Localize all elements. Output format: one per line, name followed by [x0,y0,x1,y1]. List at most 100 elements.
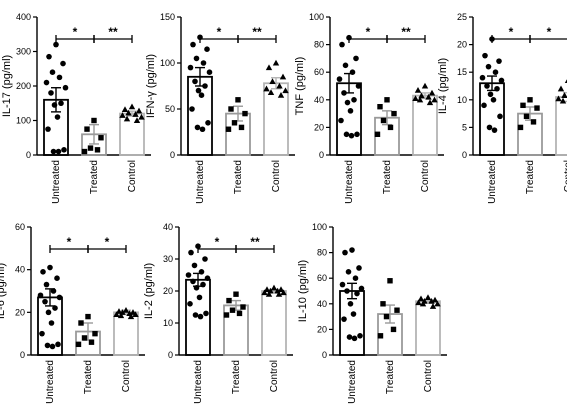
data-point [200,60,207,66]
data-point [94,147,101,153]
data-point [191,262,198,269]
data-point [387,124,394,131]
data-point [421,82,429,89]
data-point [189,106,195,112]
data-point [267,89,275,95]
data-point [391,110,397,117]
data-point [497,113,503,120]
data-point [53,41,59,48]
data-point [428,298,435,304]
data-point [527,97,533,103]
data-point [555,95,562,102]
data-point [269,78,276,84]
data-point [343,131,350,138]
data-point [51,102,58,108]
data-point [132,111,139,117]
data-point [185,272,192,278]
data-point [128,103,136,110]
data-point [380,301,386,307]
y-tick-label: 40 [15,265,25,275]
data-point [279,73,287,80]
data-point [199,126,206,133]
y-tick-label: 10 [163,318,173,328]
data-point [135,107,143,114]
data-point [355,83,362,89]
data-point [56,294,63,301]
data-point [81,335,88,341]
data-point [50,288,57,294]
data-point [78,320,84,326]
data-point [192,78,198,85]
data-point [236,310,243,317]
y-tick-label: 300 [16,47,31,57]
data-point [479,74,486,81]
chart-panel-6: 0 10 20 30 40 IL-2 (pg/ml) Untreated Treated Con… [143,222,293,404]
significance-label: * [215,235,220,249]
data-point [235,97,241,103]
data-point [341,316,347,322]
data-point [354,290,360,297]
data-point [280,289,287,296]
bar [339,290,365,356]
chart-panel-1: 0 100 200 300 400 IL-17 (pg/ml) Untreated Treat… [1,12,151,204]
data-point [276,82,283,89]
data-point [342,249,348,256]
data-point [351,97,357,103]
data-point [380,117,387,124]
data-point [530,119,537,125]
data-point [54,114,61,120]
data-point [350,311,357,317]
data-point [229,307,236,313]
significance-label: ** [252,25,262,39]
data-point [119,112,126,118]
y-tick-label: 100 [160,58,175,68]
data-point [357,333,363,339]
data-point [377,333,384,339]
x-tick-label: Treated [231,360,242,394]
data-point [91,117,97,124]
x-tick-label: Untreated [51,160,62,204]
data-point [75,341,82,348]
data-point [282,87,289,94]
x-tick-label: Treated [89,160,100,194]
y-tick-label: 0 [168,350,173,360]
data-point [419,300,427,307]
bar [113,311,139,356]
data-point [138,113,145,120]
data-point [85,313,91,320]
data-point [415,299,422,306]
x-tick-label: Untreated [195,160,206,204]
data-point [349,69,356,75]
data-point [347,108,354,114]
data-point [87,145,94,151]
y-tick-label: 60 [15,222,25,232]
significance-label: * [547,25,552,39]
x-tick-label: Treated [525,160,536,194]
data-point [47,264,53,271]
data-point [339,41,345,48]
x-tick-label: Treated [382,160,393,194]
y-axis-label: TNF (pg/ml) [294,57,306,116]
y-tick-label: 60 [317,273,327,283]
data-point [56,74,63,81]
data-point [277,286,285,292]
data-point [50,148,57,155]
x-tick-label: Control [127,160,138,192]
x-tick-label: Untreated [347,360,358,404]
data-point [58,100,64,107]
data-point [261,289,268,296]
y-tick-label: 150 [160,12,175,22]
y-tick-label: 40 [317,299,327,309]
data-point [231,120,238,126]
data-point [347,301,354,307]
data-point [431,296,439,303]
data-point [418,92,425,99]
chart-panel-3: 0 20 40 60 80 100 TNF (pg/ml) Untreated Treated C… [294,12,444,204]
significance-label: * [366,25,371,39]
data-point [194,124,201,131]
significance-label: * [105,235,110,249]
y-tick-label: 0 [319,150,324,160]
data-point [265,64,273,71]
data-point [204,46,210,52]
data-point [204,275,211,282]
